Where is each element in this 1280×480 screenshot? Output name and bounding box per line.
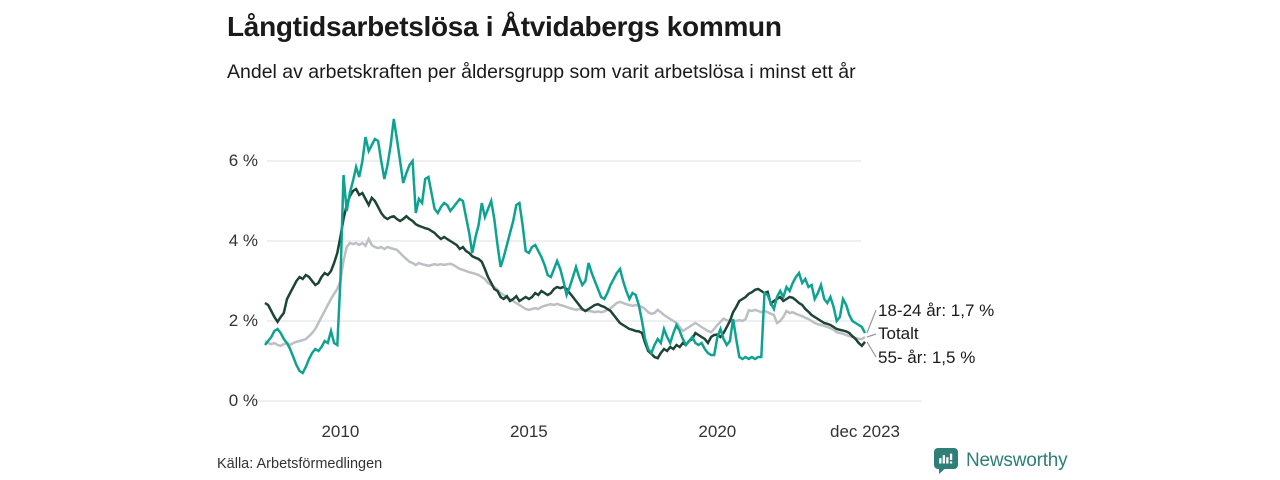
y-tick-label: 2 % [228, 311, 258, 330]
y-tick-label: 0 % [228, 391, 258, 410]
y-tick-label: 4 % [228, 231, 258, 250]
y-tick-label: 6 % [228, 151, 258, 170]
label-connector [866, 341, 877, 358]
newsworthy-brand-text: Newsworthy [966, 450, 1068, 471]
source-note: Källa: Arbetsförmedlingen [217, 456, 383, 472]
newsworthy-brand: Newsworthy [934, 448, 1068, 474]
label-connector [866, 309, 877, 334]
x-tick-label: dec 2023 [830, 422, 900, 441]
series-line-55- år [264, 187, 866, 360]
series-line-18-24 år [264, 118, 867, 375]
x-tick-label: 2010 [321, 422, 360, 441]
series-line-Totalt [264, 236, 866, 348]
newsworthy-logo-icon [934, 448, 958, 474]
x-tick-label: 2015 [509, 422, 548, 441]
series-end-label-totalt: Totalt [878, 324, 919, 343]
chart-subtitle: Andel av arbetskraften per åldersgrupp s… [227, 61, 856, 83]
label-connector [866, 333, 877, 338]
chart-title: Långtidsarbetslösa i Åtvidabergs kommun [227, 11, 782, 42]
x-tick-label: 2020 [698, 422, 737, 441]
series-end-label-18-24: 18-24 år: 1,7 % [878, 301, 995, 320]
series-end-label-55: 55- år: 1,5 % [878, 348, 976, 367]
